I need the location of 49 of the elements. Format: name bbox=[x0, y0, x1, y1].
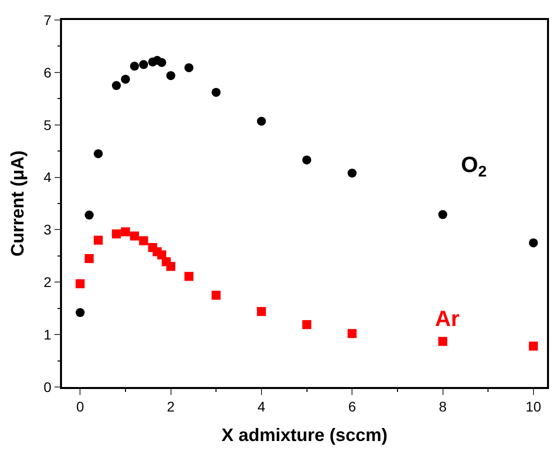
point bbox=[528, 342, 538, 351]
point bbox=[438, 210, 448, 220]
point bbox=[348, 329, 357, 338]
point bbox=[302, 320, 312, 330]
point bbox=[139, 60, 148, 70]
y-tick-label: 7 bbox=[44, 12, 52, 28]
point bbox=[348, 168, 357, 178]
point bbox=[112, 81, 121, 90]
x-tick-label: 10 bbox=[526, 398, 542, 415]
y-tick-label: 2 bbox=[44, 274, 52, 290]
point bbox=[166, 262, 176, 271]
point bbox=[256, 307, 266, 316]
y-tick-label: 3 bbox=[44, 222, 52, 238]
y-tick-label: 4 bbox=[44, 169, 52, 186]
point bbox=[212, 290, 221, 300]
y-tick-label: 5 bbox=[44, 116, 52, 133]
point bbox=[112, 229, 121, 238]
y-tick-label: 0 bbox=[44, 378, 52, 395]
series-label: Ar bbox=[435, 306, 460, 331]
x-tick-label: 0 bbox=[76, 398, 84, 415]
series-label: O$_{2}$ bbox=[461, 152, 487, 181]
point bbox=[94, 236, 103, 245]
x-tick-label: 2 bbox=[166, 398, 175, 415]
point bbox=[184, 63, 194, 72]
point bbox=[76, 279, 85, 288]
x-tick-label: 8 bbox=[438, 398, 447, 415]
point bbox=[212, 88, 221, 97]
point bbox=[166, 71, 176, 80]
point bbox=[438, 336, 448, 346]
point bbox=[76, 308, 85, 318]
point bbox=[130, 232, 140, 241]
point bbox=[256, 116, 266, 126]
point bbox=[120, 74, 130, 84]
y-axis-title: Current (μA) bbox=[7, 150, 28, 257]
point bbox=[84, 254, 94, 264]
y-tick-label: 1 bbox=[44, 326, 52, 342]
point bbox=[184, 272, 194, 281]
point bbox=[84, 210, 94, 220]
y-tick-label: 6 bbox=[44, 64, 52, 80]
point bbox=[139, 236, 148, 246]
point bbox=[94, 149, 103, 158]
point bbox=[120, 227, 130, 236]
x-tick-label: 4 bbox=[258, 398, 266, 415]
point bbox=[528, 238, 538, 248]
x-axis-title: X admixture (sccm) bbox=[221, 425, 388, 446]
point bbox=[130, 62, 140, 71]
x-tick-label: 6 bbox=[348, 398, 356, 415]
point bbox=[157, 58, 166, 67]
point bbox=[302, 155, 312, 164]
